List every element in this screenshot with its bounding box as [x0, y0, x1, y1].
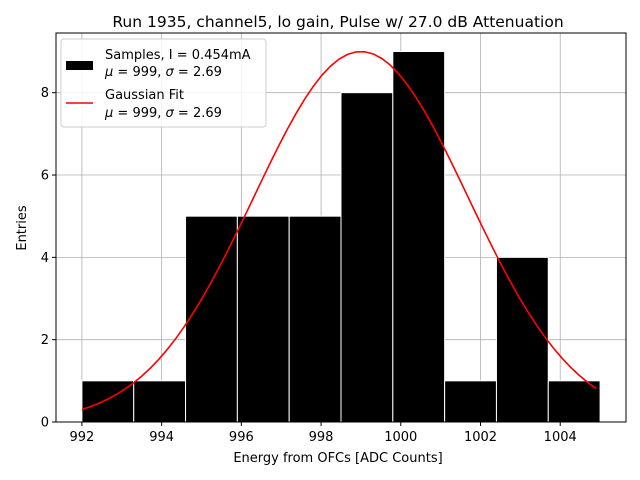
y-tick-label: 6 — [41, 169, 49, 184]
legend-box — [60, 38, 267, 128]
legend-mu-symbol: μ — [104, 65, 113, 80]
x-tick-label: 1004 — [544, 430, 577, 445]
legend-fit-mu-value: = 999, — [113, 106, 165, 121]
histogram-bar — [444, 380, 497, 423]
legend-samples-label: Samples, I = 0.454mA — [105, 48, 251, 63]
x-axis-ticks: 992 994 996 998 1000 1002 1004 — [69, 422, 577, 445]
x-tick-label: 992 — [69, 430, 94, 445]
legend-fit-sigma-symbol: σ — [166, 106, 175, 121]
legend-sigma-value: = 2.69 — [174, 65, 222, 80]
histogram-bar — [236, 215, 290, 423]
legend-sigma-symbol: σ — [166, 65, 175, 80]
histogram-bar — [340, 92, 394, 423]
x-tick-label: 1002 — [464, 430, 497, 445]
histogram-bar — [392, 51, 446, 423]
y-tick-label: 4 — [41, 251, 49, 266]
histogram-bar — [288, 215, 342, 423]
legend-mu-value: = 999, — [113, 65, 165, 80]
y-tick-label: 0 — [41, 416, 49, 431]
x-tick-label: 1000 — [384, 430, 417, 445]
gaussian-fit — [81, 50, 597, 411]
x-tick-label: 996 — [229, 430, 254, 445]
legend-bar-swatch — [66, 61, 93, 70]
legend-fit-sigma-value: = 2.69 — [174, 106, 222, 121]
histogram-bars — [81, 51, 601, 423]
x-tick-label: 994 — [149, 430, 174, 445]
legend-fit-mu-symbol: μ — [104, 106, 113, 121]
x-tick-label: 998 — [309, 430, 334, 445]
fit-curve — [81, 50, 597, 411]
y-axis-label: Entries — [15, 205, 30, 251]
histogram-bar — [495, 256, 549, 423]
y-tick-label: 8 — [41, 86, 49, 101]
legend-samples-stats: μ = 999, σ = 2.69 — [104, 65, 222, 80]
histogram-bar — [133, 380, 187, 423]
legend: Samples, I = 0.454mA μ = 999, σ = 2.69 G… — [60, 38, 267, 128]
plot-frame — [55, 32, 627, 423]
histogram-bar — [547, 380, 601, 423]
histogram-bar — [81, 380, 135, 423]
chart-title: Run 1935, channel5, lo gain, Pulse w/ 27… — [112, 13, 563, 31]
legend-fit-label: Gaussian Fit — [105, 88, 184, 103]
x-axis-label: Energy from OFCs [ADC Counts] — [233, 451, 442, 466]
y-tick-label: 2 — [41, 333, 49, 348]
legend-fit-stats: μ = 999, σ = 2.69 — [104, 106, 222, 121]
y-axis-ticks: 0 2 4 6 8 — [41, 86, 56, 431]
